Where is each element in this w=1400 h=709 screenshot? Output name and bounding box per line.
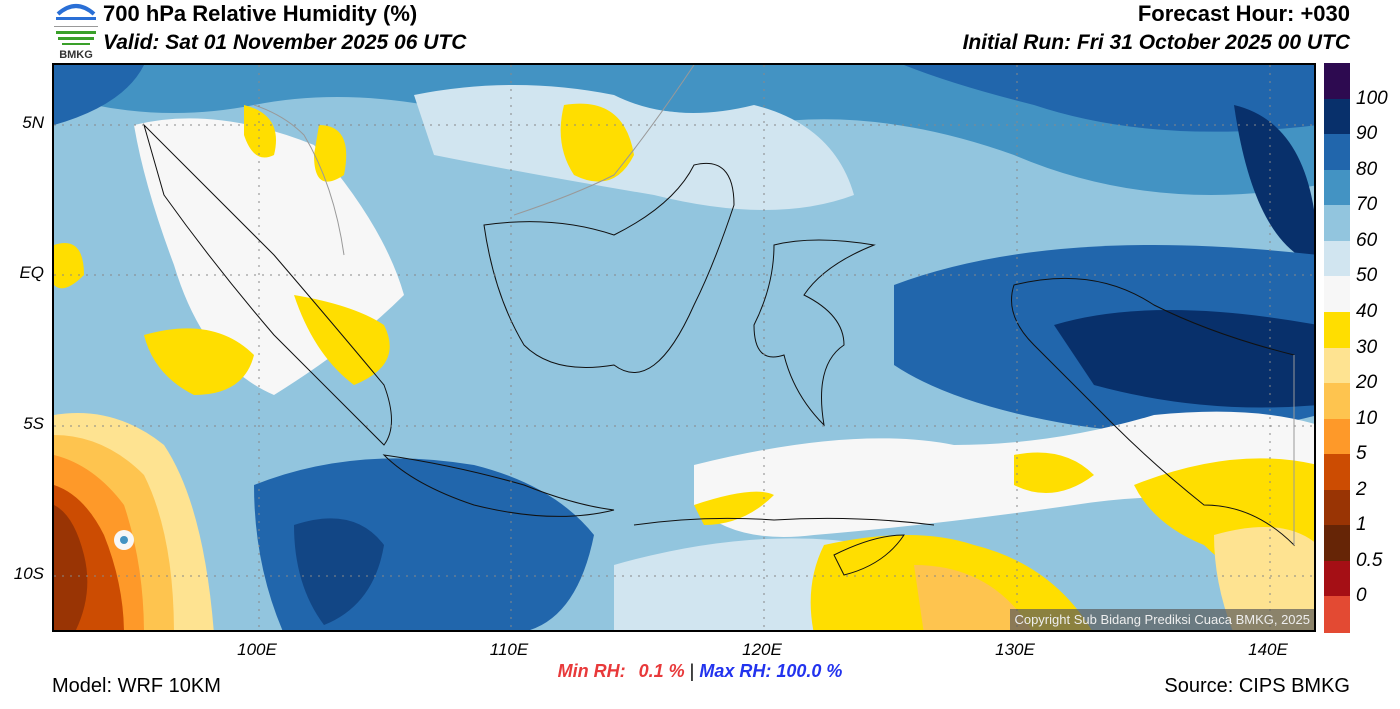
colorbar-label: 60 xyxy=(1356,229,1378,251)
lon-label: 140E xyxy=(1248,640,1288,659)
lon-label: 120E xyxy=(742,640,782,659)
colorbar-swatch xyxy=(1324,560,1350,597)
colorbar-label: 1 xyxy=(1356,514,1367,536)
colorbar-label: 5 xyxy=(1356,443,1367,465)
colorbar-swatch xyxy=(1324,525,1350,562)
lat-label: 5N xyxy=(22,113,44,132)
colorbar-label: 20 xyxy=(1356,372,1378,394)
source-label: Source: CIPS BMKG xyxy=(1164,675,1350,697)
colorbar-label: 2 xyxy=(1356,478,1367,500)
lat-label: EQ xyxy=(19,263,44,282)
colorbar-label: 10 xyxy=(1356,407,1378,429)
colorbar-label: 70 xyxy=(1356,194,1378,216)
colorbar-label: 0 xyxy=(1356,585,1367,607)
colorbar-swatch xyxy=(1324,454,1350,491)
lat-label: 5S xyxy=(23,414,44,433)
initial-run: Initial Run: Fri 31 October 2025 00 UTC xyxy=(962,31,1350,54)
colorbar-swatch xyxy=(1324,596,1350,633)
max-rh-value: 100.0 % xyxy=(776,661,843,681)
colorbar-label: 50 xyxy=(1356,265,1378,287)
lon-label: 130E xyxy=(995,640,1035,659)
svg-text:BMKG: BMKG xyxy=(59,49,93,60)
colorbar-swatch xyxy=(1324,383,1350,420)
bmkg-logo: BMKG xyxy=(52,2,100,61)
colorbar-swatch xyxy=(1324,418,1350,455)
rh-stats: Min RH: 0.1 % | Max RH: 100.0 % xyxy=(0,661,1400,682)
humidity-map xyxy=(52,63,1316,632)
colorbar-swatch xyxy=(1324,205,1350,242)
colorbar-swatch xyxy=(1324,489,1350,526)
colorbar-label: 40 xyxy=(1356,300,1378,322)
colorbar-label: 80 xyxy=(1356,158,1378,180)
lon-label: 110E xyxy=(489,640,529,659)
lon-label: 100E xyxy=(237,640,277,659)
colorbar-swatch xyxy=(1324,134,1350,171)
model-label: Model: WRF 10KM xyxy=(52,675,221,697)
copyright-notice: Copyright Sub Bidang Prediksi Cuaca BMKG… xyxy=(1010,609,1314,630)
stats-separator: | xyxy=(689,661,695,681)
colorbar-label: 90 xyxy=(1356,123,1378,145)
chart-title: 700 hPa Relative Humidity (%) xyxy=(103,1,418,26)
colorbar-label: 100 xyxy=(1356,87,1388,109)
colorbar-swatch xyxy=(1324,63,1350,100)
colorbar-swatch xyxy=(1324,240,1350,277)
colorbar-swatch xyxy=(1324,169,1350,206)
min-rh-value: 0.1 % xyxy=(638,661,685,681)
colorbar-swatch xyxy=(1324,311,1350,348)
colorbar-label: 0.5 xyxy=(1356,549,1383,571)
min-rh-label: Min RH: xyxy=(557,661,626,681)
lat-label: 10S xyxy=(13,564,44,583)
max-rh-label: Max RH: xyxy=(699,661,772,681)
colorbar-swatch xyxy=(1324,276,1350,313)
colorbar-swatch xyxy=(1324,347,1350,384)
colorbar-label: 30 xyxy=(1356,336,1378,358)
valid-time: Valid: Sat 01 November 2025 06 UTC xyxy=(103,31,467,54)
forecast-hour: Forecast Hour: +030 xyxy=(1137,1,1350,26)
colorbar-swatch xyxy=(1324,98,1350,135)
